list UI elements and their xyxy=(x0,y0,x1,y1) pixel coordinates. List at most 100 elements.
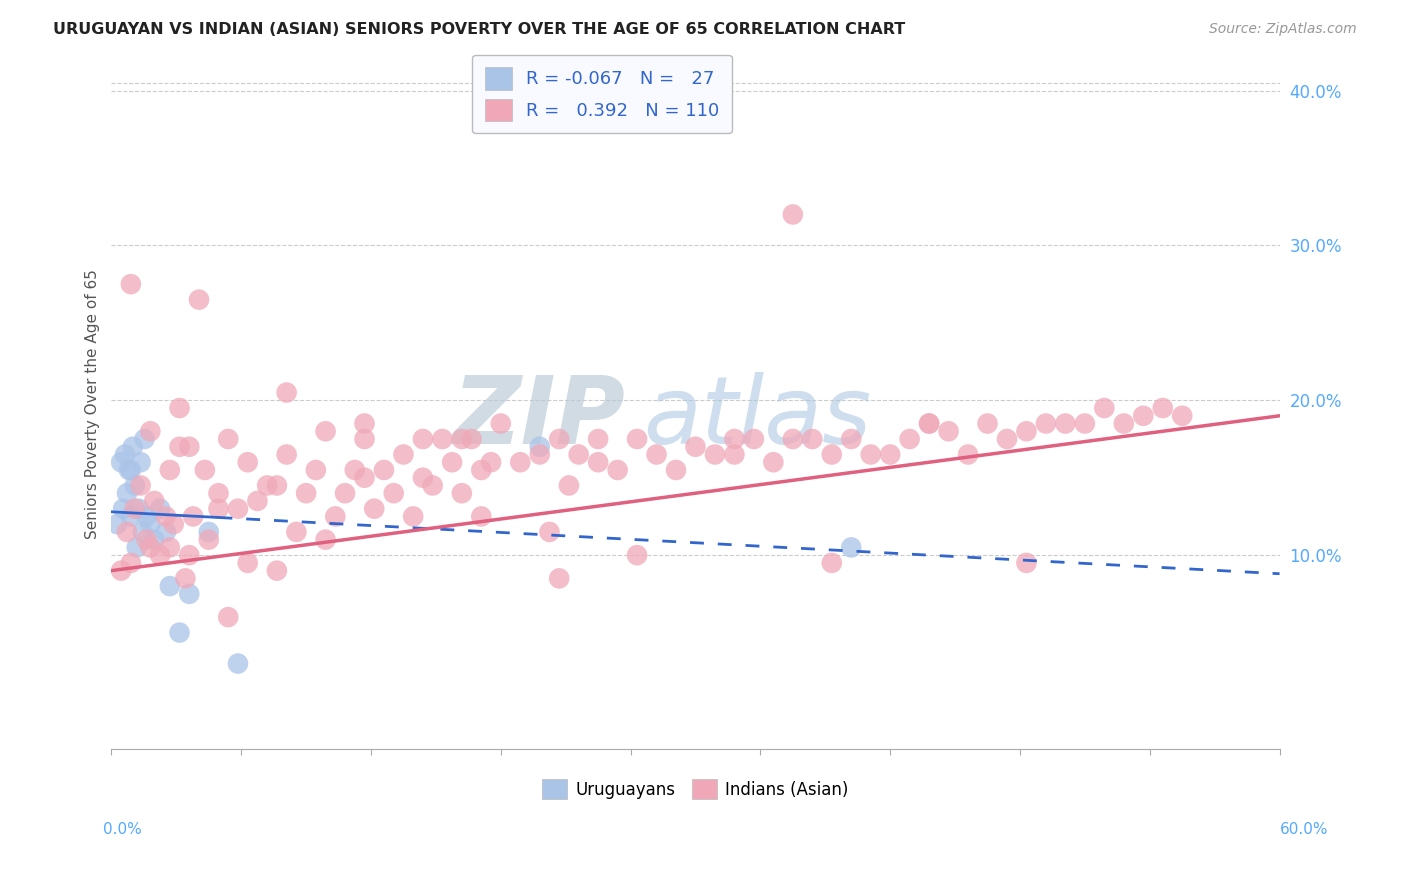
Point xyxy=(276,448,298,462)
Point xyxy=(1035,417,1057,431)
Point xyxy=(898,432,921,446)
Point xyxy=(333,486,356,500)
Point xyxy=(548,432,571,446)
Point xyxy=(159,579,181,593)
Point xyxy=(266,564,288,578)
Point xyxy=(149,501,172,516)
Point xyxy=(460,432,482,446)
Point xyxy=(938,424,960,438)
Point xyxy=(315,424,337,438)
Point xyxy=(226,657,249,671)
Text: 0.0%: 0.0% xyxy=(103,822,142,837)
Point xyxy=(110,564,132,578)
Point xyxy=(115,486,138,500)
Point xyxy=(315,533,337,547)
Point xyxy=(197,524,219,539)
Point xyxy=(859,448,882,462)
Point xyxy=(139,541,162,555)
Point xyxy=(159,463,181,477)
Point xyxy=(450,432,472,446)
Point xyxy=(149,548,172,562)
Point xyxy=(470,509,492,524)
Point xyxy=(139,424,162,438)
Point xyxy=(246,494,269,508)
Y-axis label: Seniors Poverty Over the Age of 65: Seniors Poverty Over the Age of 65 xyxy=(86,269,100,539)
Point xyxy=(105,517,128,532)
Point xyxy=(197,533,219,547)
Point xyxy=(470,463,492,477)
Point xyxy=(489,417,512,431)
Point xyxy=(169,625,191,640)
Point xyxy=(129,478,152,492)
Point xyxy=(801,432,824,446)
Point xyxy=(226,501,249,516)
Point xyxy=(188,293,211,307)
Point xyxy=(479,455,502,469)
Point xyxy=(124,478,146,492)
Point xyxy=(343,463,366,477)
Point xyxy=(110,455,132,469)
Point xyxy=(1171,409,1194,423)
Point xyxy=(276,385,298,400)
Point xyxy=(1132,409,1154,423)
Point xyxy=(529,440,551,454)
Point xyxy=(236,455,259,469)
Point xyxy=(363,501,385,516)
Point xyxy=(266,478,288,492)
Point xyxy=(558,478,581,492)
Point xyxy=(295,486,318,500)
Point xyxy=(1152,401,1174,415)
Point xyxy=(821,448,844,462)
Point xyxy=(120,463,142,477)
Point xyxy=(169,401,191,415)
Point xyxy=(957,448,980,462)
Point xyxy=(723,448,745,462)
Point xyxy=(586,455,609,469)
Point xyxy=(194,463,217,477)
Point xyxy=(704,448,727,462)
Text: URUGUAYAN VS INDIAN (ASIAN) SENIORS POVERTY OVER THE AGE OF 65 CORRELATION CHART: URUGUAYAN VS INDIAN (ASIAN) SENIORS POVE… xyxy=(53,22,905,37)
Point xyxy=(402,509,425,524)
Point xyxy=(353,432,375,446)
Point xyxy=(839,541,862,555)
Point xyxy=(782,432,804,446)
Point xyxy=(548,571,571,585)
Point xyxy=(120,509,142,524)
Point xyxy=(217,610,239,624)
Point xyxy=(129,455,152,469)
Point xyxy=(179,587,201,601)
Point xyxy=(665,463,688,477)
Point xyxy=(217,432,239,446)
Point xyxy=(143,533,166,547)
Point xyxy=(169,440,191,454)
Point xyxy=(118,463,141,477)
Point xyxy=(1015,424,1038,438)
Point xyxy=(236,556,259,570)
Point xyxy=(538,524,561,539)
Point xyxy=(135,533,157,547)
Point xyxy=(723,432,745,446)
Point xyxy=(120,556,142,570)
Point xyxy=(1092,401,1115,415)
Point xyxy=(134,432,156,446)
Point xyxy=(821,556,844,570)
Point xyxy=(382,486,405,500)
Point xyxy=(529,448,551,462)
Point xyxy=(1015,556,1038,570)
Point xyxy=(174,571,197,585)
Point xyxy=(606,463,628,477)
Point xyxy=(143,494,166,508)
Text: 60.0%: 60.0% xyxy=(1281,822,1329,837)
Point xyxy=(121,440,143,454)
Point xyxy=(1054,417,1077,431)
Point xyxy=(353,471,375,485)
Point xyxy=(626,432,648,446)
Point xyxy=(139,517,162,532)
Point xyxy=(155,509,177,524)
Point xyxy=(163,517,186,532)
Point xyxy=(159,541,181,555)
Point xyxy=(353,417,375,431)
Point xyxy=(1074,417,1097,431)
Point xyxy=(131,524,153,539)
Point xyxy=(115,524,138,539)
